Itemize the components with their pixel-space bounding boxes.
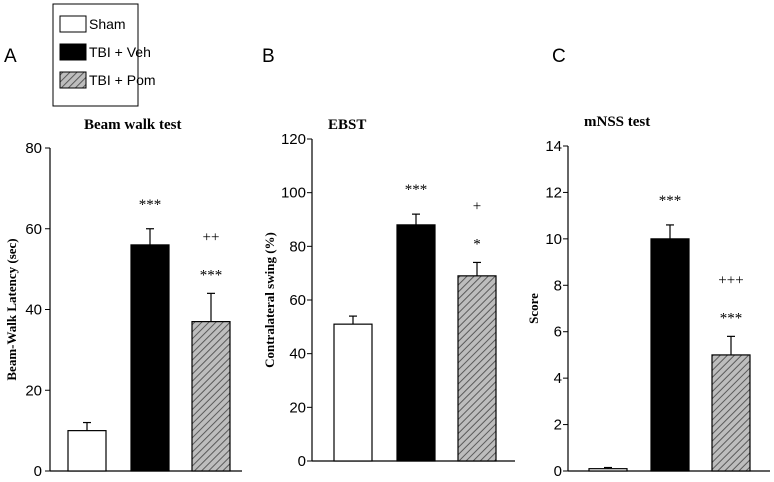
panel-b-bar-tbi-veh <box>396 224 436 462</box>
panel-b-y-tick-label: 60 <box>289 292 306 309</box>
legend-label-tbi-veh: TBI + Veh <box>89 44 151 60</box>
panel-c-y-tick-label: 10 <box>545 231 562 248</box>
legend-swatch-tbi-veh <box>59 43 87 61</box>
panel-c-bar-tbi-veh <box>650 238 690 472</box>
panel-c-significance-tbi-pom: *** <box>720 310 743 326</box>
panel-a-letter: A <box>4 46 17 67</box>
panel-c-significance-tbi-veh: *** <box>659 193 682 209</box>
panel-a-y-axis-label: Beam-Walk Latency (sec) <box>4 238 19 380</box>
panel-c-y-tick-label: 8 <box>554 277 562 294</box>
panel-b-letter: B <box>262 46 275 67</box>
panel-b-bar-sham <box>333 323 373 462</box>
panel-c-bar-tbi-pom <box>711 354 751 472</box>
panel-a-significance-tbi-veh: *** <box>139 197 162 213</box>
panel-b-y-tick-label: 40 <box>289 346 306 363</box>
panel-a-y-tick-label: 20 <box>25 382 42 399</box>
panel-a-y-tick-label: 60 <box>25 221 42 238</box>
panel-b-y-axis-label: Contralateral swing (%) <box>262 232 277 368</box>
panel-c-bar-sham <box>588 468 628 472</box>
legend-swatch-tbi-pom <box>59 71 87 89</box>
legend-label-tbi-pom: TBI + Pom <box>89 72 156 88</box>
panel-a: A Beam walk test Beam-Walk Latency (sec) 0 2… <box>4 46 242 480</box>
panel-c-y-tick-label: 6 <box>554 324 562 341</box>
panel-b-significance-tbi-veh: *** <box>405 182 428 198</box>
legend-label-sham: Sham <box>89 16 126 32</box>
panel-a-y-tick-label: 40 <box>25 302 42 319</box>
panel-a-significance-tbi-pom: ++ <box>203 229 220 245</box>
panel-a-y-tick-label: 80 <box>25 140 42 157</box>
panel-b-y-tick-label: 20 <box>289 399 306 416</box>
panel-c-y-tick-label: 4 <box>554 370 562 387</box>
panel-b-significance-tbi-pom: + <box>473 198 481 214</box>
panel-c-title: mNSS test <box>584 114 650 130</box>
panel-a-bar-tbi-veh <box>130 244 170 472</box>
panel-b-y-tick-label: 0 <box>298 453 306 470</box>
panel-c-y-tick-label: 2 <box>554 417 562 434</box>
panel-b-y-tick-label: 80 <box>289 238 306 255</box>
panel-b-bar-tbi-pom <box>457 275 497 462</box>
panel-b-significance-tbi-pom: * <box>473 236 481 252</box>
panel-c-significance-tbi-pom: +++ <box>718 272 743 288</box>
panel-c-y-tick-label: 0 <box>554 463 562 480</box>
panel-a-y-tick-label: 0 <box>34 463 42 480</box>
panel-a-bar-tbi-pom <box>191 321 231 472</box>
panel-a-significance-tbi-pom: *** <box>200 267 223 283</box>
panel-b-y-tick-label: 100 <box>281 185 306 202</box>
panel-c-y-tick-label: 12 <box>545 184 562 201</box>
panel-a-title: Beam walk test <box>84 117 182 133</box>
legend-swatch-sham <box>59 15 87 33</box>
panel-b-title: EBST <box>328 117 366 133</box>
legend: Sham TBI + Veh TBI + Pom <box>52 3 156 107</box>
panel-c-letter: C <box>552 46 566 67</box>
panel-b-y-tick-label: 120 <box>281 131 306 148</box>
panel-c-y-axis-label: Score <box>526 293 541 324</box>
panel-a-bar-sham <box>67 430 107 472</box>
panel-b: B EBST Contralateral swing (%) 0 20 40 60 80 100… <box>262 46 515 470</box>
panel-c-y-tick-label: 14 <box>545 138 562 155</box>
